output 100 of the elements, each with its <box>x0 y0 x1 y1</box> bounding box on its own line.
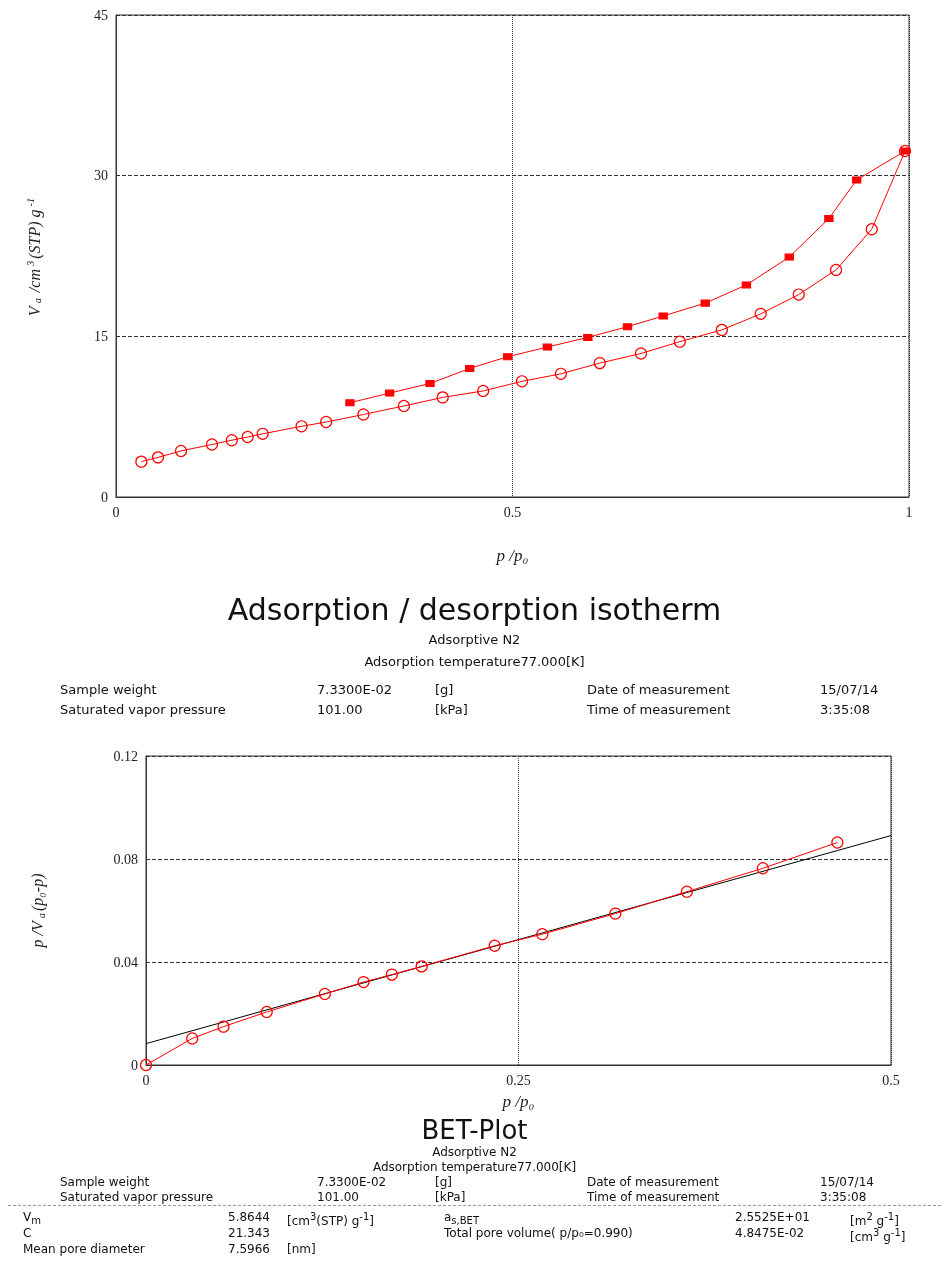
y-tick-label: 0 <box>101 489 108 505</box>
text: 3:35:08 <box>820 702 871 718</box>
point <box>831 836 844 849</box>
text: BET-Plot <box>420 1114 529 1146</box>
text: [m$^{2}$ g$^{-1}$] <box>850 1210 899 1228</box>
point <box>503 353 513 361</box>
point <box>151 451 165 464</box>
text: [g] <box>435 682 454 698</box>
point <box>515 375 529 388</box>
point <box>241 430 254 444</box>
x-tick-label: 0.25 <box>506 1072 531 1088</box>
point <box>536 928 549 941</box>
point <box>465 364 475 373</box>
point <box>542 343 552 351</box>
point <box>186 1032 199 1045</box>
x-tick-label: 1 <box>905 504 913 520</box>
text: Total pore volume( p/p₀=0.990) <box>444 1226 633 1240</box>
x-axis-title: p /p₀ <box>495 546 529 565</box>
point <box>320 415 333 429</box>
x-tick-label: 0 <box>142 1072 150 1088</box>
point <box>488 939 501 952</box>
text: [cm$^{3}$(STP) g$^{-1}$] <box>287 1210 374 1228</box>
text: Mean pore diameter <box>23 1242 145 1256</box>
point <box>754 307 767 320</box>
y-tick-label: 0.12 <box>113 748 138 764</box>
text: Sample weight <box>60 1175 150 1189</box>
text: [kPa] <box>435 702 468 718</box>
point <box>792 288 805 301</box>
text: Time of measurement <box>587 702 731 718</box>
text: Adsorption temperature77.000[K] <box>371 1160 578 1174</box>
point <box>865 223 878 236</box>
point <box>260 1005 273 1019</box>
text: 15/07/14 <box>820 1175 874 1189</box>
point <box>634 347 648 360</box>
point <box>829 263 843 277</box>
y-tick-label: 0.08 <box>113 851 138 867</box>
point <box>609 907 622 920</box>
point <box>139 1058 153 1072</box>
point <box>357 408 370 421</box>
y-tick-label: 30 <box>94 168 108 184</box>
point <box>658 312 668 320</box>
text: V$_{m}$ <box>23 1210 41 1227</box>
y-tick-label: 45 <box>94 7 108 23</box>
x-axis-title: p /p₀ <box>501 1092 535 1111</box>
point <box>174 444 188 458</box>
text: 4.8475E-02 <box>735 1226 805 1240</box>
text: Adsorptive N2 <box>427 632 522 648</box>
text: 21.343 <box>228 1226 270 1240</box>
text: a$_{s,BET}$ <box>444 1210 480 1227</box>
text: [nm] <box>287 1242 316 1256</box>
point <box>622 323 633 331</box>
text: 7.5966 <box>228 1242 270 1256</box>
point <box>384 389 395 397</box>
point <box>756 862 769 875</box>
text: Adsorption temperature77.000[K] <box>363 654 586 670</box>
point <box>715 323 728 336</box>
point <box>397 399 410 413</box>
point <box>318 987 331 1001</box>
point <box>415 960 428 973</box>
y-tick-label: 0 <box>131 1057 138 1073</box>
point <box>554 367 567 380</box>
text: Adsorptive N2 <box>431 1145 518 1159</box>
point <box>135 455 148 468</box>
text: Sample weight <box>60 682 157 698</box>
point <box>673 335 686 348</box>
point <box>593 357 606 370</box>
text: [kPa] <box>435 1190 466 1204</box>
text: Date of measurement <box>587 1175 719 1189</box>
text: [cm$^{3}$ g$^{-1}$] <box>850 1227 906 1244</box>
text: C <box>23 1226 32 1240</box>
point <box>217 1020 230 1033</box>
text: 7.3300E-02 <box>317 1175 387 1189</box>
point <box>295 420 308 433</box>
point <box>824 214 834 223</box>
text: 3:35:08 <box>820 1190 867 1204</box>
x-tick-label: 0.5 <box>503 504 522 520</box>
text: 7.3300E-02 <box>317 682 392 698</box>
point <box>741 281 752 289</box>
x-tick-label: 0.5 <box>882 1072 900 1088</box>
text: Adsorption / desorption isotherm <box>226 592 723 628</box>
point <box>425 379 435 388</box>
point <box>784 253 794 261</box>
point <box>256 427 269 440</box>
y-tick-label: 0.04 <box>113 954 138 970</box>
text: 5.8644 <box>228 1210 270 1224</box>
point <box>205 438 219 451</box>
text: 101.00 <box>317 1190 359 1204</box>
point <box>225 434 238 447</box>
text: 15/07/14 <box>820 682 879 698</box>
y-tick-label: 15 <box>94 328 108 344</box>
y-axis-title: Va /cm3(STP) g-1 <box>24 197 45 317</box>
point <box>385 968 398 981</box>
text: 101.00 <box>317 702 363 718</box>
point <box>436 391 449 404</box>
point <box>852 176 862 184</box>
point <box>680 885 693 898</box>
point <box>345 399 355 407</box>
point <box>477 384 490 398</box>
text: 2.5525E+01 <box>735 1210 810 1224</box>
text: [g] <box>435 1175 452 1189</box>
